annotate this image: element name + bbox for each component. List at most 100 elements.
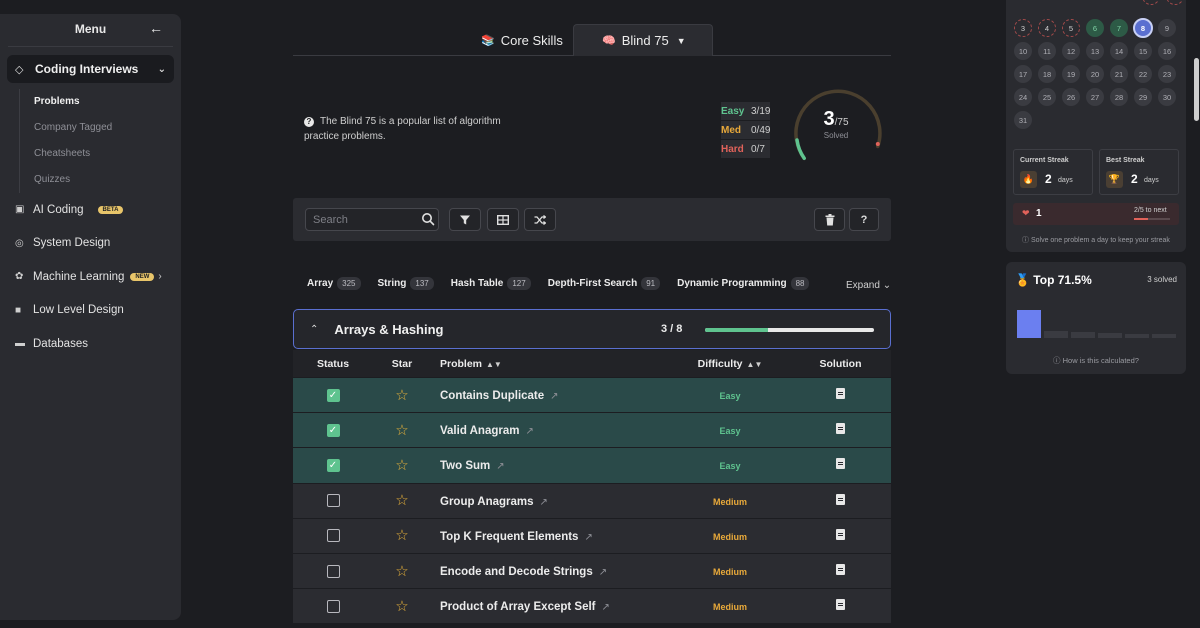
chevron-up-icon[interactable]: ⌃	[310, 323, 319, 335]
tag-depth-first-search[interactable]: Depth-First Search 91	[548, 277, 661, 290]
problem-link[interactable]: Product of Array Except Self	[440, 601, 596, 614]
external-link-icon[interactable]: ↗	[598, 567, 608, 579]
calendar-day[interactable]: 16	[1158, 42, 1176, 60]
status-checkbox[interactable]: ✓	[326, 423, 340, 437]
tag-dynamic-programming[interactable]: Dynamic Programming 88	[677, 277, 810, 290]
external-link-icon[interactable]: ↗	[525, 426, 534, 438]
how-calculated-link[interactable]: ⓘ How is this calculated?	[1006, 355, 1186, 366]
calendar-day[interactable]: 25	[1038, 88, 1056, 106]
problem-link[interactable]: Group Anagrams	[440, 495, 534, 508]
calendar-day[interactable]: 30	[1158, 88, 1176, 106]
document-icon[interactable]	[836, 388, 845, 400]
status-checkbox[interactable]	[326, 494, 340, 508]
calendar-day[interactable]: 22	[1134, 65, 1152, 83]
star-icon[interactable]: ☆	[395, 562, 409, 580]
star-icon[interactable]: ☆	[395, 386, 409, 404]
arrow-left-icon[interactable]: ←	[149, 20, 163, 36]
star-icon[interactable]: ☆	[395, 456, 409, 474]
status-checkbox[interactable]	[326, 599, 340, 613]
header-difficulty[interactable]: Difficulty ▲▼	[670, 358, 790, 370]
problem-link[interactable]: Top K Frequent Elements	[440, 530, 579, 543]
calendar-day[interactable]: 20	[1086, 65, 1104, 83]
sidebar-item-low-level-design[interactable]: ■ Low Level Design	[0, 294, 181, 328]
expand-button[interactable]: Expand ⌄	[846, 280, 891, 291]
calendar-day[interactable]: 13	[1086, 42, 1104, 60]
scrollbar[interactable]	[1194, 58, 1199, 121]
subnav-problems[interactable]: Problems	[34, 96, 80, 107]
star-icon[interactable]: ☆	[395, 527, 409, 545]
tab-blind-75[interactable]: 🧠 Blind 75 ▼	[573, 24, 713, 56]
tag-string[interactable]: String 137	[378, 277, 434, 290]
sidebar-item-databases[interactable]: ▬ Databases	[0, 327, 181, 361]
tab-core-skills[interactable]: 📚 Core Skills	[481, 24, 563, 56]
calendar-day[interactable]: 12	[1062, 42, 1080, 60]
calendar-day[interactable]: 21	[1110, 65, 1128, 83]
table-view-button[interactable]	[487, 208, 519, 231]
status-checkbox[interactable]: ✓	[326, 388, 340, 402]
calendar-day[interactable]: 17	[1014, 65, 1032, 83]
calendar-day[interactable]: 24	[1014, 88, 1032, 106]
star-icon[interactable]: ☆	[395, 597, 409, 615]
question-icon: ?	[860, 213, 868, 226]
calendar-day[interactable]: 23	[1158, 65, 1176, 83]
calendar-day[interactable]: 11	[1038, 42, 1056, 60]
search-input[interactable]	[305, 208, 439, 231]
calendar-day[interactable]: 2	[1166, 0, 1184, 5]
star-icon[interactable]: ☆	[395, 492, 409, 510]
calendar-day[interactable]: 9	[1158, 19, 1176, 37]
subnav-company-tagged[interactable]: Company Tagged	[34, 122, 113, 133]
section-header[interactable]: ⌃ Arrays & Hashing 3 / 8	[293, 309, 891, 349]
reset-button[interactable]	[814, 208, 845, 231]
subnav-quizzes[interactable]: Quizzes	[34, 174, 71, 185]
document-icon[interactable]	[836, 493, 845, 505]
problem-link[interactable]: Contains Duplicate	[440, 390, 545, 403]
calendar-day[interactable]: 10	[1014, 42, 1032, 60]
calendar-day[interactable]: 7	[1110, 19, 1128, 37]
calendar-day[interactable]: 27	[1086, 88, 1104, 106]
calendar-day[interactable]: 18	[1038, 65, 1056, 83]
search-icon[interactable]	[421, 212, 435, 226]
subnav-cheatsheets[interactable]: Cheatsheets	[34, 148, 91, 159]
tag-array[interactable]: Array 325	[307, 277, 361, 290]
filter-button[interactable]	[449, 208, 481, 231]
external-link-icon[interactable]: ↗	[550, 391, 559, 403]
external-link-icon[interactable]: ↗	[496, 461, 505, 473]
problem-link[interactable]: Valid Anagram	[440, 425, 520, 438]
sidebar-item-ai-coding[interactable]: ▣ AI Coding BETA	[0, 193, 181, 227]
calendar-day[interactable]: 28	[1110, 88, 1128, 106]
document-icon[interactable]	[836, 458, 845, 470]
calendar-day[interactable]: 6	[1086, 19, 1104, 37]
document-icon[interactable]	[836, 599, 845, 611]
status-checkbox[interactable]	[326, 564, 340, 578]
tag-hash-table[interactable]: Hash Table 127	[451, 277, 531, 290]
sidebar-item-system-design[interactable]: ◎ System Design	[0, 227, 181, 261]
external-link-icon[interactable]: ↗	[584, 531, 593, 543]
help-button[interactable]: ?	[849, 208, 879, 231]
calendar-day-today[interactable]: 8	[1133, 18, 1153, 38]
calendar-day[interactable]: 1	[1142, 0, 1160, 5]
external-link-icon[interactable]: ↗	[539, 496, 548, 508]
calendar-day[interactable]: 15	[1134, 42, 1152, 60]
document-icon[interactable]	[836, 423, 845, 435]
shuffle-button[interactable]	[524, 208, 556, 231]
calendar-day[interactable]: 31	[1014, 111, 1032, 129]
problem-link[interactable]: Encode and Decode Strings	[440, 566, 593, 579]
solution-cell	[790, 527, 891, 545]
external-link-icon[interactable]: ↗	[601, 602, 610, 614]
calendar-day[interactable]: 19	[1062, 65, 1080, 83]
calendar-day[interactable]: 14	[1110, 42, 1128, 60]
sidebar-item-machine-learning[interactable]: ✿ Machine Learning NEW ›	[0, 260, 181, 294]
calendar-day[interactable]: 26	[1062, 88, 1080, 106]
calendar-day[interactable]: 29	[1134, 88, 1152, 106]
star-icon[interactable]: ☆	[395, 421, 409, 439]
sidebar-item-coding-interviews[interactable]: ◇ Coding Interviews ⌄	[7, 55, 174, 83]
problem-link[interactable]: Two Sum	[440, 460, 491, 473]
header-problem[interactable]: Problem ▲▼	[431, 358, 670, 370]
document-icon[interactable]	[836, 528, 845, 540]
calendar-day[interactable]: 4	[1038, 19, 1056, 37]
status-checkbox[interactable]	[326, 529, 340, 543]
document-icon[interactable]	[836, 564, 845, 576]
calendar-day[interactable]: 3	[1014, 19, 1032, 37]
calendar-day[interactable]: 5	[1062, 19, 1080, 37]
status-checkbox[interactable]: ✓	[326, 458, 340, 472]
